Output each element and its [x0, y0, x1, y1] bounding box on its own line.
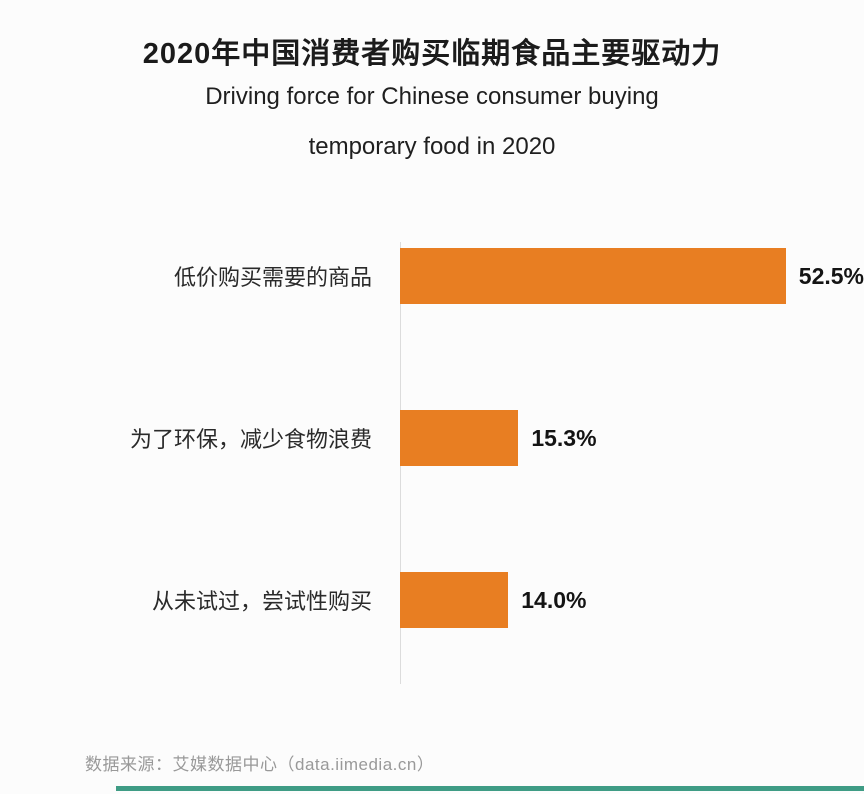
bottom-accent-line: [116, 786, 864, 791]
bar-zone-3: 14.0%: [400, 572, 864, 628]
value-label-2: 15.3%: [531, 424, 597, 451]
bar-zone-1: 52.5%: [400, 248, 864, 304]
bar-1: [400, 248, 786, 304]
chart-title: 2020年中国消费者购买临期食品主要驱动力: [142, 38, 722, 70]
value-label-1: 52.5%: [798, 262, 864, 289]
category-label-3: 从未试过，尝试性购买: [151, 589, 372, 614]
value-label-3: 14.0%: [521, 586, 587, 613]
data-source-text: 数据来源：艾媒数据中心（data.iimedia.cn）: [85, 755, 435, 774]
bar-row-2: 为了环保，减少食物浪费 15.3%: [0, 410, 864, 466]
category-label-1: 低价购买需要的商品: [173, 265, 372, 290]
bar-3: [400, 572, 509, 628]
bar-zone-2: 15.3%: [400, 410, 864, 466]
chart-subtitle-line-2: temporary food in 2020: [308, 133, 556, 160]
bar-row-1: 低价购买需要的商品 52.5%: [0, 248, 864, 304]
chart-subtitle-line-1: Driving force for Chinese consumer buyin…: [205, 83, 659, 110]
plot-area: 低价购买需要的商品 52.5% 为了环保，减少食物浪费 15.3% 从未试过，尝…: [0, 242, 864, 684]
bar-2: [400, 410, 519, 466]
bar-row-3: 从未试过，尝试性购买 14.0%: [0, 572, 864, 628]
category-label-2: 为了环保，减少食物浪费: [129, 427, 372, 452]
